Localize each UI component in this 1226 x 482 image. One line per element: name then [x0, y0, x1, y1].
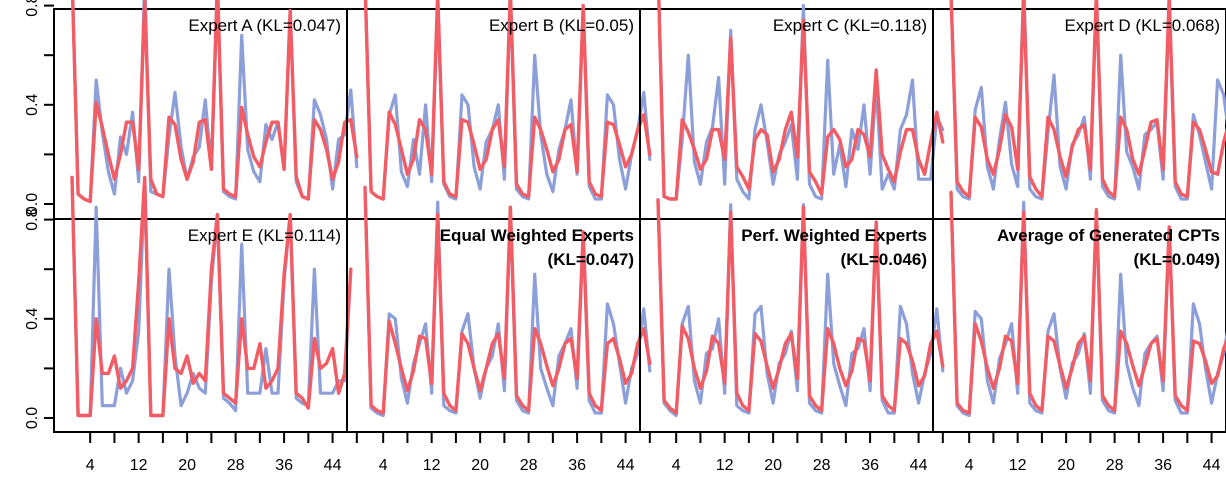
x-tick-label: 36 — [861, 457, 879, 474]
x-axes: 4 12 20 28 36 44 4 12 20 28 36 44 4 12 20 28 36 44 4 12 20 28… — [86, 432, 1221, 474]
chart-title: Perf. Weighted Experts — [741, 226, 927, 245]
series-line-generated — [70, 175, 353, 418]
x-tick-label: 4 — [86, 457, 95, 474]
x-tick-label: 36 — [275, 457, 293, 474]
y-tick-label: 0.8 — [24, 0, 41, 17]
x-tick-label: 36 — [1154, 457, 1172, 474]
x-tick-label: 4 — [379, 457, 388, 474]
chart-title: (KL=0.046) — [841, 250, 927, 269]
chart-title: Equal Weighted Experts — [440, 226, 634, 245]
y-tick-label: 0.8 — [24, 208, 41, 230]
x-tick-label: 28 — [813, 457, 831, 474]
chart-title: Average of Generated CPTs — [997, 226, 1220, 245]
chart-panel: Expert E (KL=0.114) — [53, 175, 353, 433]
chart-title: Expert B (KL=0.05) — [489, 16, 634, 35]
chart-panel: Equal Weighted Experts (KL=0.047) — [346, 185, 652, 433]
x-tick-label: 20 — [1057, 457, 1075, 474]
x-tick-label: 4 — [965, 457, 974, 474]
chart-title: (KL=0.049) — [1134, 250, 1220, 269]
x-tick-label: 20 — [178, 457, 196, 474]
x-tick-label: 28 — [1106, 457, 1124, 474]
x-tick-label: 12 — [130, 457, 148, 474]
chart-panel: Average of Generated CPTs (KL=0.049) — [932, 190, 1226, 433]
panel-frame — [932, 8, 1226, 220]
chart-panel: Perf. Weighted Experts (KL=0.046) — [639, 198, 945, 433]
x-tick-label: 44 — [617, 457, 635, 474]
series-line-generated — [657, 0, 945, 201]
panels: Expert A (KL=0.047) Expert B (KL=0.05) Exp… — [53, 0, 1226, 433]
series-line-generated — [363, 185, 652, 415]
series-line-generated — [949, 190, 1226, 415]
x-tick-label: 44 — [1203, 457, 1221, 474]
panel-frame — [932, 218, 1226, 433]
x-tick-label: 28 — [227, 457, 245, 474]
chart-panel: Expert A (KL=0.047) — [53, 0, 359, 220]
y-tick-label: 0.4 — [24, 308, 41, 330]
x-tick-label: 20 — [764, 457, 782, 474]
x-tick-label: 44 — [910, 457, 928, 474]
y-tick-label: 0.0 — [24, 407, 41, 429]
x-tick-label: 28 — [520, 457, 538, 474]
chart-title: (KL=0.047) — [548, 250, 634, 269]
x-tick-label: 4 — [672, 457, 681, 474]
y-axis: 0.00.40.80.00.40.8 — [24, 0, 54, 429]
chart-title: Expert D (KL=0.068) — [1065, 16, 1220, 35]
chart-panel: Expert B (KL=0.05) — [346, 0, 652, 220]
x-tick-label: 12 — [423, 457, 441, 474]
y-tick-label: 0.4 — [24, 94, 41, 116]
x-tick-label: 20 — [471, 457, 489, 474]
chart-title: Expert E (KL=0.114) — [188, 226, 341, 245]
x-tick-label: 12 — [716, 457, 734, 474]
series-line-generated — [949, 0, 1226, 199]
y-tick-label: 0.0 — [24, 193, 41, 215]
series-line-generated — [363, 0, 652, 201]
chart-panel: Expert D (KL=0.068) — [932, 0, 1226, 220]
x-tick-label: 36 — [568, 457, 586, 474]
x-tick-label: 12 — [1009, 457, 1027, 474]
series-line-generated — [656, 198, 945, 415]
x-tick-label: 44 — [324, 457, 342, 474]
series-line-generated — [71, 0, 359, 204]
chart-title: Expert C (KL=0.118) — [773, 16, 927, 35]
chart-title: Expert A (KL=0.047) — [188, 16, 341, 35]
chart-panel: Expert C (KL=0.118) — [639, 0, 945, 220]
